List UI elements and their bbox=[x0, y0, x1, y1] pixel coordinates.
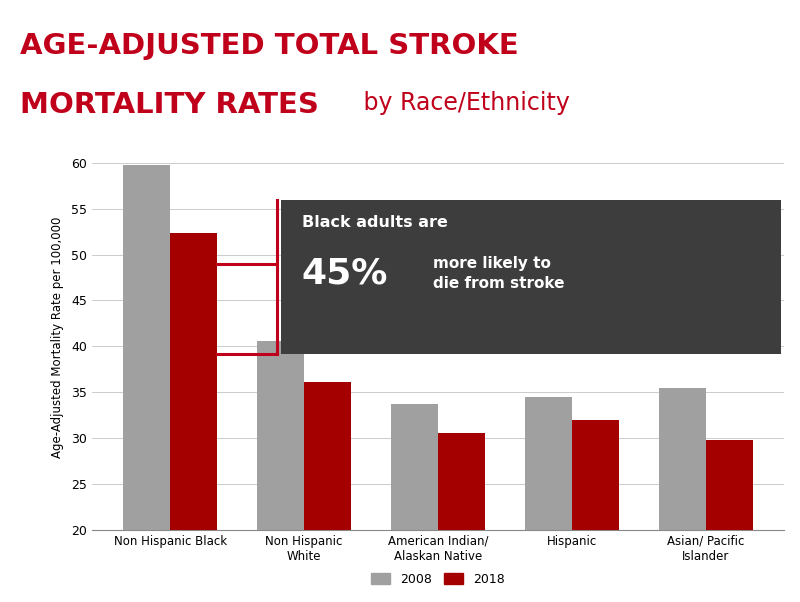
Bar bbox=[525, 397, 572, 602]
Text: Black adults are: Black adults are bbox=[302, 215, 447, 230]
Bar bbox=[391, 404, 438, 602]
Bar bbox=[572, 420, 618, 602]
Bar bbox=[706, 440, 753, 602]
Text: 45%: 45% bbox=[302, 256, 388, 291]
Bar bbox=[258, 341, 304, 602]
Bar bbox=[438, 433, 485, 602]
Text: by Race/Ethnicity: by Race/Ethnicity bbox=[356, 91, 570, 115]
Text: AGE-ADJUSTED TOTAL STROKE: AGE-ADJUSTED TOTAL STROKE bbox=[20, 31, 518, 60]
Bar bbox=[659, 388, 706, 602]
Y-axis label: Age-Adjusted Mortality Rate per 100,000: Age-Adjusted Mortality Rate per 100,000 bbox=[51, 217, 64, 458]
Legend: 2008, 2018: 2008, 2018 bbox=[366, 568, 510, 591]
Text: more likely to
die from stroke: more likely to die from stroke bbox=[433, 256, 565, 291]
FancyBboxPatch shape bbox=[281, 199, 781, 353]
Text: MORTALITY RATES: MORTALITY RATES bbox=[20, 91, 319, 119]
Bar bbox=[304, 382, 351, 602]
Bar bbox=[170, 234, 217, 602]
Bar bbox=[123, 165, 170, 602]
